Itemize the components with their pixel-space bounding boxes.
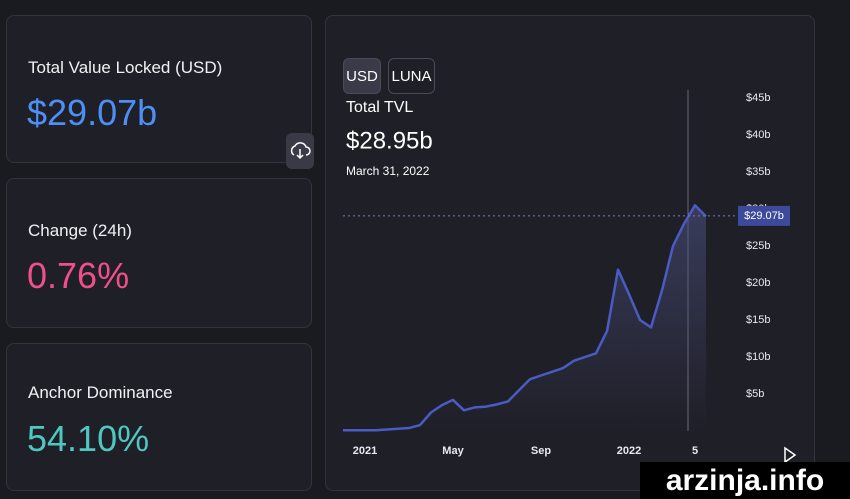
x-tick-label: Sep [531,445,551,457]
tvl-line [343,204,707,432]
card-value: 0.76% [27,255,130,296]
x-tick-label: 5 [692,445,698,457]
usd-button[interactable]: USD [343,58,381,94]
y-tick-label: $15b [746,314,770,326]
card-label: Anchor Dominance [28,383,173,402]
play-icon[interactable] [784,446,797,464]
y-tick-label: $45b [746,92,770,104]
x-tick-label: 2022 [617,445,641,457]
x-tick-label: May [442,445,464,457]
download-button[interactable] [286,133,314,169]
current-badge [738,205,790,226]
change-card: Change (24h) 0.76% [6,178,312,328]
y-tick-label: $10b [746,351,770,363]
area-fill [343,205,706,431]
card-label: Total Value Locked (USD) [28,58,223,77]
dominance-card: Anchor Dominance 54.10% [6,343,312,491]
luna-button[interactable]: LUNA [388,58,435,94]
download-icon [290,142,311,160]
y-tick-label: $20b [746,277,770,289]
card-value: 54.10% [27,418,150,459]
y-tick-label: $35b [746,166,770,178]
card-label: Change (24h) [28,221,132,240]
card-value: $29.07b [27,92,158,133]
y-tick-label: $40b [746,129,770,141]
chart-title: Total TVL [346,99,413,116]
y-tick-label: $25b [746,240,770,252]
chart-subtitle: $28.95b [346,127,433,154]
watermark: arzinja.info [640,462,850,499]
current-label: $29.07b [744,210,784,222]
x-tick-label: 2021 [353,445,377,457]
tvl-card: Total Value Locked (USD) $29.07b [6,15,314,169]
y-tick-label: $5b [746,388,764,400]
chart-date: March 31, 2022 [346,164,430,178]
